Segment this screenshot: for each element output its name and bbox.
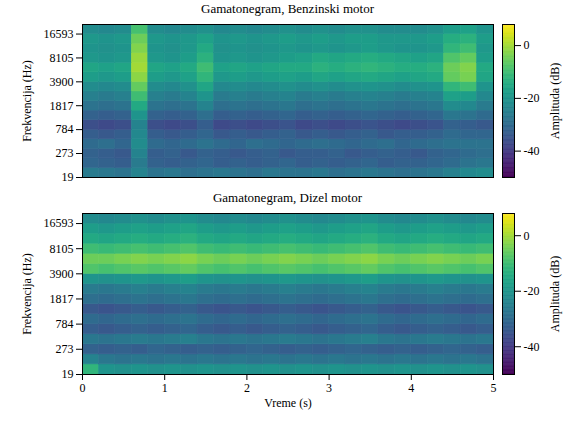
svg-text:16593: 16593 xyxy=(44,216,74,230)
svg-text:273: 273 xyxy=(56,146,74,160)
html-text:Gamatonegram, Dizel motor: Gamatonegram, Dizel motor xyxy=(213,190,362,205)
svg-text:3900: 3900 xyxy=(50,75,74,89)
svg-text:-40: -40 xyxy=(524,340,540,354)
svg-text:0: 0 xyxy=(524,38,530,52)
svg-text:Amplituda (dB): Amplituda (dB) xyxy=(548,256,562,332)
svg-text:0: 0 xyxy=(524,229,530,243)
svg-text:8105: 8105 xyxy=(50,51,74,65)
svg-text:8105: 8105 xyxy=(50,242,74,256)
svg-text:Frekvencija (Hz): Frekvencija (Hz) xyxy=(20,253,34,335)
svg-text:4: 4 xyxy=(408,381,414,395)
svg-text:273: 273 xyxy=(56,342,74,356)
svg-text:784: 784 xyxy=(56,317,74,331)
svg-text:16593: 16593 xyxy=(44,27,74,41)
svg-text:Frekvencija (Hz): Frekvencija (Hz) xyxy=(20,60,34,142)
svg-text:Amplituda (dB): Amplituda (dB) xyxy=(548,63,562,139)
svg-text:1: 1 xyxy=(162,381,168,395)
svg-text:19: 19 xyxy=(62,170,74,184)
html-text:Gamatonegram, Benzinski motor: Gamatonegram, Benzinski motor xyxy=(201,1,374,16)
svg-text:5: 5 xyxy=(491,381,497,395)
svg-text:784: 784 xyxy=(56,122,74,136)
svg-text:1817: 1817 xyxy=(50,99,74,113)
svg-text:2: 2 xyxy=(244,381,250,395)
svg-text:1817: 1817 xyxy=(50,292,74,306)
svg-text:3900: 3900 xyxy=(50,267,74,281)
svg-text:-20: -20 xyxy=(524,284,540,298)
svg-text:3: 3 xyxy=(326,381,332,395)
svg-text:-40: -40 xyxy=(524,144,540,158)
svg-text:Vreme (s): Vreme (s) xyxy=(264,396,312,410)
svg-text:-20: -20 xyxy=(524,91,540,105)
svg-text:19: 19 xyxy=(62,367,74,381)
svg-text:0: 0 xyxy=(80,381,86,395)
